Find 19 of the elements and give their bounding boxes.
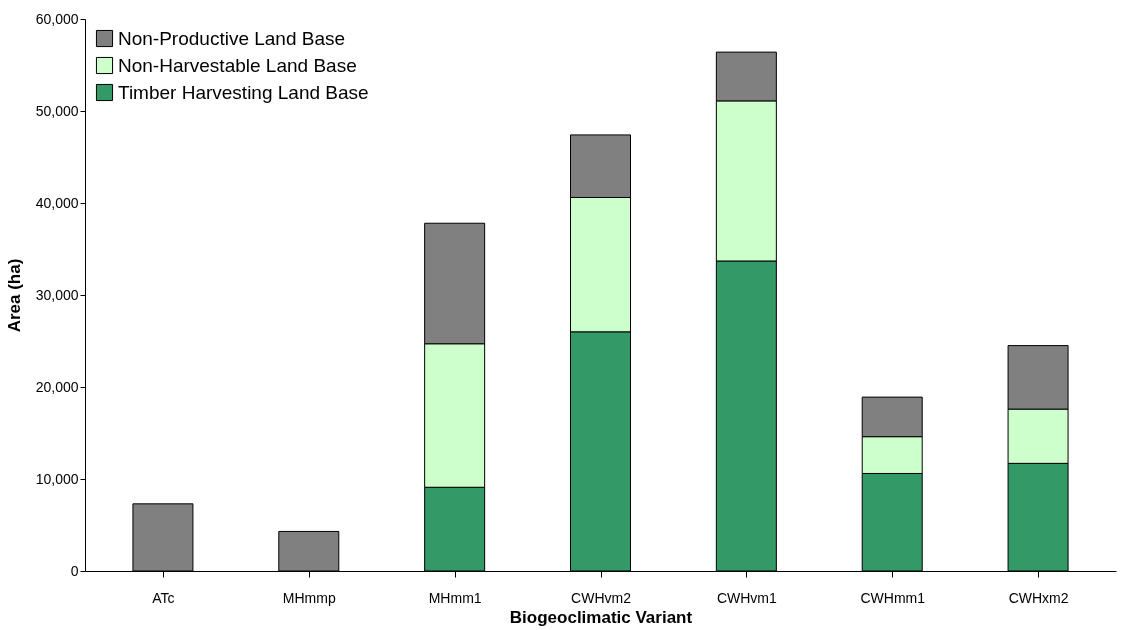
x-tick-label: ATc bbox=[152, 589, 175, 606]
legend-label: Non-Productive Land Base bbox=[118, 27, 346, 49]
x-axis-title: Biogeoclimatic Variant bbox=[509, 607, 693, 627]
legend-label: Non-Harvestable Land Base bbox=[118, 54, 357, 76]
y-tick-label: 30,000 bbox=[35, 286, 79, 303]
x-tick-label: CWHvm1 bbox=[716, 589, 778, 606]
y-tick-label: 40,000 bbox=[35, 194, 79, 211]
x-tick-label: CWHmm1 bbox=[860, 589, 926, 606]
legend-label: Timber Harvesting Land Base bbox=[118, 81, 369, 103]
y-tick-label: 50,000 bbox=[35, 102, 79, 119]
x-tick-label: MHmm1 bbox=[428, 589, 482, 606]
y-tick-label: 10,000 bbox=[35, 470, 79, 487]
x-tick-label: CWHxm2 bbox=[1008, 589, 1069, 606]
y-tick-label: 0 bbox=[70, 562, 79, 579]
y-tick-label: 20,000 bbox=[35, 378, 79, 395]
y-tick-label: 60,000 bbox=[35, 10, 79, 27]
y-axis-title: Area (ha) bbox=[4, 258, 24, 333]
x-tick-label: MHmmp bbox=[282, 589, 336, 606]
x-tick-label: CWHvm2 bbox=[571, 589, 632, 606]
